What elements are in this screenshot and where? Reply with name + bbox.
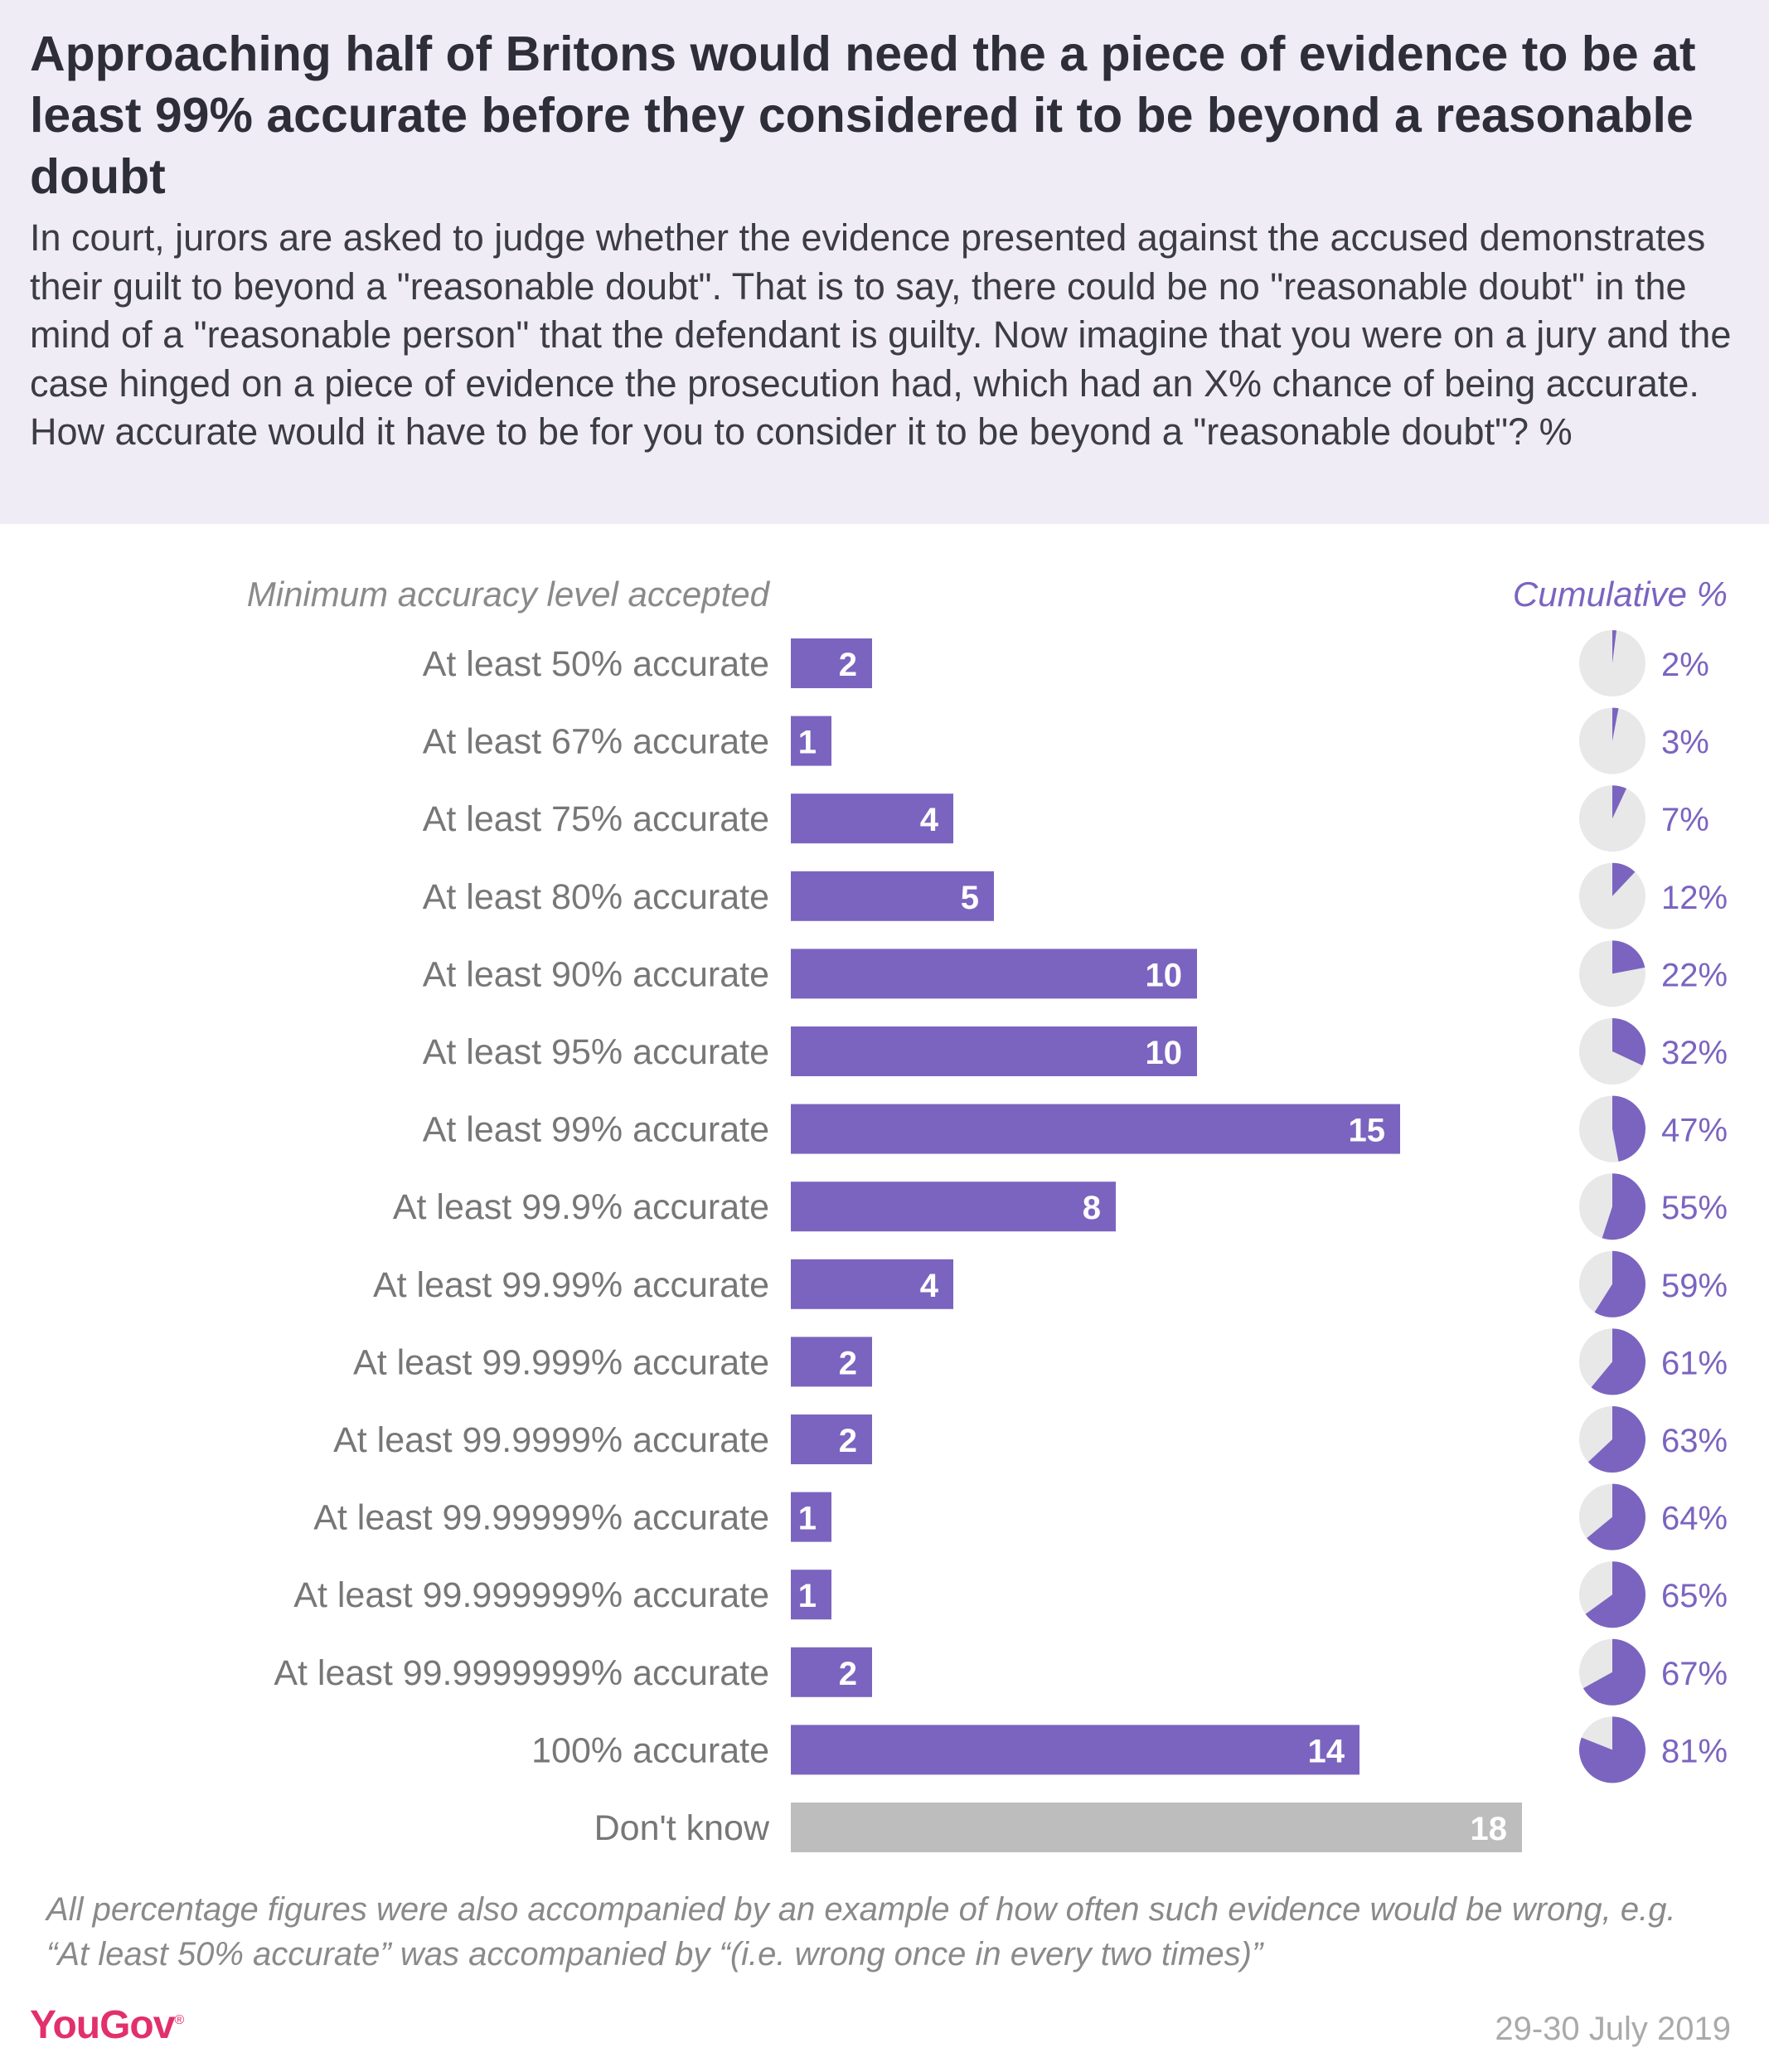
cumulative-pie-slice — [1582, 1638, 1645, 1706]
brand-text: YouGov — [30, 2003, 175, 2047]
bar-value-label: 2 — [839, 647, 857, 683]
left-column-header: Minimum accuracy level accepted — [246, 575, 769, 614]
bar-value-label: 2 — [839, 1423, 857, 1459]
cumulative-value-label: 81% — [1661, 1733, 1728, 1769]
category-label: Don't know — [594, 1808, 770, 1848]
category-label: At least 50% accurate — [423, 644, 769, 684]
bar — [791, 1725, 1359, 1775]
bar-value-label: 2 — [839, 1656, 857, 1692]
chart-subtitle: In court, jurors are asked to judge whet… — [30, 216, 1732, 453]
bar-value-label: 1 — [798, 1578, 817, 1614]
bar — [791, 949, 1197, 999]
bar — [791, 1337, 872, 1387]
bar — [791, 638, 872, 688]
cumulative-pie-slice — [1579, 1716, 1645, 1783]
bar — [791, 871, 994, 921]
footnote: All percentage figures were also accompa… — [46, 1891, 1676, 1973]
registered-mark: ® — [174, 2013, 184, 2027]
cumulative-pie-slice — [1612, 630, 1617, 663]
category-label: At least 80% accurate — [423, 877, 769, 917]
cumulative-value-label: 7% — [1661, 802, 1709, 838]
cumulative-value-label: 55% — [1661, 1190, 1728, 1226]
cumulative-value-label: 3% — [1661, 725, 1709, 761]
header-panel: Approaching half of Britons would need t… — [0, 0, 1769, 524]
cumulative-value-label: 67% — [1661, 1656, 1728, 1692]
cumulative-pie-background — [1579, 862, 1645, 929]
bar-value-label: 2 — [839, 1345, 857, 1381]
bar — [791, 716, 831, 766]
category-label: At least 67% accurate — [423, 722, 769, 762]
category-label: At least 95% accurate — [423, 1032, 769, 1072]
category-label: At least 75% accurate — [423, 799, 769, 839]
cumulative-pie-slice — [1612, 1095, 1645, 1162]
bar-dont-know — [791, 1803, 1522, 1852]
cumulative-value-label: 63% — [1661, 1423, 1728, 1459]
cumulative-pie-slice — [1612, 940, 1645, 974]
bar-chart: At least 50% accurate 2 2%At least 67% acc… — [274, 630, 1728, 1852]
bar — [791, 1570, 831, 1620]
cumulative-value-label: 47% — [1661, 1113, 1728, 1149]
bar-value-label: 10 — [1146, 957, 1183, 993]
cumulative-pie-slice — [1602, 1173, 1646, 1240]
category-label: At least 99.9999% accurate — [333, 1420, 769, 1460]
cumulative-pie-slice — [1594, 1250, 1645, 1317]
category-label: At least 99.9% accurate — [393, 1187, 769, 1227]
bar-value-label: 5 — [961, 880, 979, 916]
cumulative-pie-slice — [1591, 1328, 1646, 1395]
bar-value-label: 15 — [1349, 1113, 1386, 1149]
cumulative-pie-slice — [1612, 707, 1619, 741]
category-label: At least 99.9999999% accurate — [274, 1653, 769, 1693]
cumulative-value-label: 12% — [1661, 880, 1728, 916]
bar-value-label: 14 — [1308, 1733, 1345, 1769]
bar — [791, 1259, 953, 1309]
cumulative-pie-slice — [1587, 1406, 1645, 1473]
bar-value-label: 8 — [1083, 1190, 1101, 1226]
bar — [791, 1647, 872, 1697]
chart-title: Approaching half of Britons would need t… — [30, 27, 1696, 204]
bar — [791, 793, 953, 844]
cumulative-value-label: 61% — [1661, 1345, 1728, 1381]
bar-value-label: 4 — [920, 1268, 939, 1304]
yougov-logo: YouGov® — [30, 2002, 184, 2048]
cumulative-value-label: 32% — [1661, 1035, 1728, 1071]
cumulative-pie-slice — [1612, 862, 1636, 896]
bar-value-label: 1 — [798, 725, 817, 761]
cumulative-value-label: 65% — [1661, 1578, 1728, 1614]
cumulative-value-label: 2% — [1661, 647, 1709, 683]
category-label: At least 99% accurate — [423, 1110, 769, 1150]
bar-value-label: 4 — [920, 802, 939, 838]
survey-date: 29-30 July 2019 — [1495, 2011, 1731, 2047]
bar — [791, 1026, 1197, 1076]
bar-value-label: 1 — [798, 1501, 817, 1537]
cumulative-pie-slice — [1585, 1561, 1645, 1628]
category-label: At least 99.999% accurate — [353, 1342, 769, 1382]
category-label: At least 90% accurate — [423, 954, 769, 994]
bar — [791, 1414, 872, 1464]
bar-value-label: 18 — [1471, 1811, 1508, 1847]
cumulative-pie-slice — [1612, 785, 1627, 819]
category-label: At least 99.999999% accurate — [293, 1575, 769, 1615]
cumulative-pie-slice — [1612, 1018, 1645, 1066]
bar-value-label: 10 — [1146, 1035, 1183, 1071]
category-label: 100% accurate — [531, 1730, 769, 1770]
bar — [791, 1492, 831, 1542]
cumulative-value-label: 22% — [1661, 957, 1728, 993]
cumulative-value-label: 59% — [1661, 1268, 1728, 1304]
cumulative-pie-slice — [1587, 1483, 1646, 1550]
bar — [791, 1182, 1116, 1232]
cumulative-value-label: 64% — [1661, 1501, 1728, 1537]
category-label: At least 99.99999% accurate — [313, 1498, 769, 1538]
category-label: At least 99.99% accurate — [373, 1265, 769, 1305]
bar — [791, 1104, 1400, 1154]
cumulative-column-header: Cumulative % — [1512, 575, 1728, 614]
